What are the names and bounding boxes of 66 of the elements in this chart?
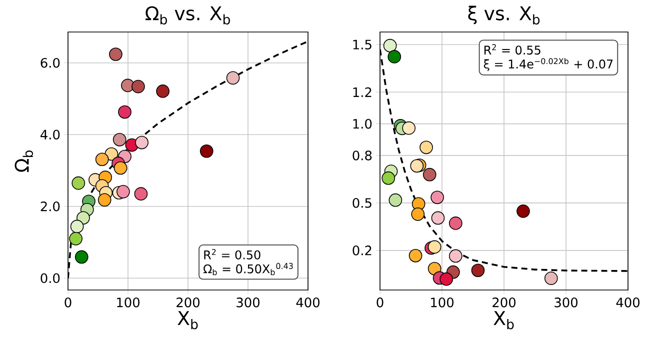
x-tick-label: 400 [616, 298, 640, 308]
point [69, 232, 82, 246]
point [134, 187, 148, 201]
y-tick-label: 4.0 [40, 130, 60, 140]
point [118, 105, 132, 119]
point [388, 193, 402, 207]
x-tick-label: 200 [176, 298, 200, 308]
y-tick-label: 0.8 [352, 150, 372, 160]
y-tick-label: 6.0 [40, 58, 60, 68]
point [422, 168, 436, 182]
x-tick-label: 100 [431, 298, 454, 308]
point [431, 211, 445, 225]
point [448, 216, 462, 230]
point [76, 211, 90, 225]
y-tick-label: 1.2 [353, 87, 372, 97]
point [383, 38, 397, 52]
point [112, 132, 126, 146]
y-tick-label: 0.2 [352, 246, 372, 256]
point [402, 121, 416, 135]
x-axis-title: X$_{b}$ [178, 311, 198, 330]
y-axis-title: Ω$_{b}$ [14, 150, 34, 172]
y-tick-label: 0.5 [352, 198, 372, 208]
point [109, 48, 122, 61]
point [430, 190, 444, 204]
point [135, 136, 148, 150]
point [95, 152, 109, 166]
point [116, 185, 130, 198]
x-tick-label: 300 [554, 298, 578, 308]
point [114, 161, 128, 175]
point [70, 220, 84, 234]
point [388, 50, 402, 64]
point [410, 159, 424, 173]
point [132, 80, 145, 94]
point [516, 204, 530, 218]
annotation: ξ = 1.4e$^{−0.02Xb}$ + 0.07 [484, 58, 613, 71]
x-tick-label: 0 [376, 298, 384, 308]
point [440, 272, 454, 286]
point [408, 248, 422, 262]
point [74, 250, 88, 264]
point [156, 84, 170, 98]
chart-title: Ω$_{b}$ vs. X$_{b}$ [146, 6, 230, 24]
x-tick-label: 0 [64, 298, 72, 308]
point [448, 249, 462, 263]
x-tick-label: 400 [296, 298, 320, 308]
point [98, 193, 112, 207]
point [121, 78, 134, 92]
x-tick-label: 300 [236, 298, 260, 308]
annotation: R$^{2}$ = 0.55 [484, 44, 540, 55]
point [226, 71, 240, 85]
point [420, 140, 433, 154]
y-tick-label: 1.0 [353, 118, 372, 129]
point [411, 208, 425, 221]
y-tick-label: 1.5 [353, 40, 372, 50]
x-tick-label: 200 [492, 298, 516, 308]
point [382, 171, 396, 185]
point [72, 176, 86, 190]
chart-title: ξ vs. X$_{b}$ [468, 6, 540, 24]
point [200, 144, 214, 158]
annotation: R$^{2}$ = 0.50 [204, 248, 260, 260]
x-axis-title: X$_{b}$ [494, 311, 514, 330]
point [471, 264, 485, 278]
y-tick-label: 2.0 [40, 201, 60, 212]
point [428, 240, 442, 254]
x-tick-label: 100 [117, 298, 140, 308]
point [544, 272, 558, 285]
y-tick-label: 0.0 [40, 273, 60, 284]
